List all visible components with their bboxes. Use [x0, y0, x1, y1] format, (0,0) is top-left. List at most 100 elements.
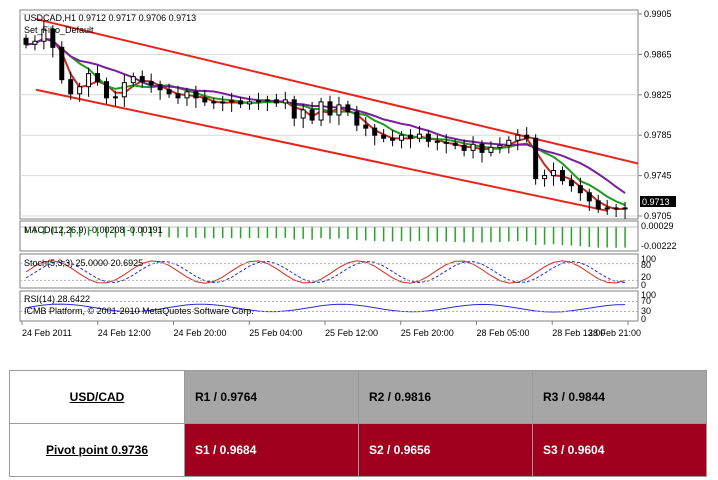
candle-body: [238, 100, 244, 105]
rsi-axis-100: 100: [641, 290, 656, 300]
rsi-pane: [19, 290, 639, 322]
candle-body: [103, 81, 109, 99]
candle-body: [148, 81, 154, 86]
candle-body: [533, 137, 539, 180]
macd-axis-top: 0.00029: [641, 221, 674, 231]
pivot-cell: Pivot point 0.9736: [9, 423, 185, 477]
macd-histogram: [20, 226, 638, 248]
candle-body: [595, 200, 601, 210]
candle-body: [613, 207, 619, 210]
candle-body: [461, 144, 467, 151]
chart-svg: 0.9905 0.9865 0.9825 0.9785 0.9745 0.9705 USD…: [18, 6, 682, 342]
time-label: 24 Feb 2011: [22, 328, 72, 338]
price-label: 0.9785: [644, 130, 672, 140]
stoch-axis-100: 100: [641, 254, 656, 264]
support-row: Pivot point 0.9736 S1 / 0.9684 S2 / 0.96…: [9, 423, 707, 477]
candle-body: [282, 99, 288, 104]
main-grid: [20, 13, 638, 217]
candle-body: [372, 127, 378, 136]
candle-body: [551, 170, 557, 177]
stoch-axis-80: 80: [641, 260, 651, 270]
rsi-axis-0: 0: [641, 314, 646, 324]
candle-body: [166, 89, 172, 95]
candle-body: [524, 134, 530, 139]
r1-cell: R1 / 0.9764: [184, 370, 359, 424]
candle-body: [86, 73, 92, 88]
copyright-text: ICMB Platform, © 2001-2010 MetaQuotes So…: [24, 306, 254, 316]
candle-body: [59, 46, 65, 81]
candle-body: [399, 134, 405, 141]
s3-cell: S3 / 0.9604: [532, 423, 707, 477]
candle-body: [318, 101, 324, 121]
candle-body: [229, 100, 235, 103]
candle-body: [586, 192, 592, 202]
candle-body: [273, 99, 279, 104]
r2-cell: R2 / 0.9816: [358, 370, 533, 424]
candle-body: [327, 101, 333, 116]
candle-body: [336, 104, 342, 116]
candlesticks: [23, 21, 628, 220]
candle-body: [470, 143, 476, 151]
stoch-label: Stoch(5,3,3) 25.0000 20.6925: [24, 258, 143, 268]
macd-label: MACD(12,26,9) -0.00208 -0.00191: [24, 225, 163, 235]
candle-body: [497, 144, 503, 148]
channel-lower-line: [35, 88, 609, 212]
pivot-label: Pivot point 0.9736: [45, 443, 149, 457]
candle-body: [345, 104, 351, 113]
stoch-main-line: [25, 260, 626, 284]
time-label: 28 Feb 13:00: [552, 328, 605, 338]
candle-body: [41, 28, 47, 42]
stoch-axis-20: 20: [641, 272, 651, 282]
candle-body: [300, 109, 306, 119]
candle-body: [139, 76, 145, 83]
candle-body: [184, 91, 190, 99]
candle-body: [255, 100, 261, 103]
candle-body: [32, 40, 38, 45]
candle-body: [68, 79, 74, 95]
candle-body: [559, 170, 565, 182]
r3-cell: R3 / 0.9844: [532, 370, 707, 424]
macd-axis-bottom: -0.00222: [641, 241, 677, 251]
candle-body: [121, 82, 127, 98]
candle-body: [390, 137, 396, 141]
candle-body: [425, 133, 431, 142]
candle-body: [247, 101, 253, 105]
stoch-axis-0: 0: [641, 280, 646, 290]
pair-cell: USD/CAD: [9, 370, 185, 424]
candle-body: [50, 28, 56, 48]
time-label: 24 Feb 20:00: [174, 328, 227, 338]
pair-label: USD/CAD: [69, 390, 125, 404]
candle-body: [291, 99, 297, 119]
time-label: 25 Feb 04:00: [249, 328, 302, 338]
candle-body: [202, 97, 208, 103]
price-chart: 0.9905 0.9865 0.9825 0.9785 0.9745 0.9705 USD…: [18, 6, 682, 342]
chart-header: USDCAD,H1 0.9712 0.9717 0.9706 0.9713: [24, 13, 196, 23]
candle-body: [95, 73, 101, 83]
candle-body: [407, 134, 413, 139]
price-label: 0.9745: [644, 171, 672, 181]
candle-body: [622, 207, 628, 210]
candle-body: [220, 101, 226, 104]
price-label: 0.9825: [644, 90, 672, 100]
s1-cell: S1 / 0.9684: [184, 423, 359, 477]
rsi-axis-30: 30: [641, 306, 651, 316]
rsi-line: [20, 301, 638, 313]
candle-body: [130, 76, 136, 84]
candle-body: [443, 141, 449, 144]
candle-body: [112, 96, 118, 99]
candle-body: [354, 111, 360, 126]
candle-body: [577, 185, 583, 194]
candle-body: [157, 84, 163, 91]
price-label: 0.9905: [644, 9, 672, 19]
resistance-row: USD/CAD R1 / 0.9764 R2 / 0.9816 R3 / 0.9…: [9, 370, 707, 424]
time-label: 28 Feb 05:00: [477, 328, 530, 338]
candle-body: [452, 142, 458, 146]
current-price-box: [640, 196, 676, 207]
price-axis: 0.9905 0.9865 0.9825 0.9785 0.9745 0.9705: [638, 9, 672, 221]
candle-body: [416, 133, 422, 139]
time-label: 25 Feb 12:00: [325, 328, 378, 338]
stoch-pane: [19, 253, 639, 289]
candle-body: [264, 99, 270, 102]
candle-body: [211, 101, 217, 104]
candle-body: [381, 134, 387, 139]
